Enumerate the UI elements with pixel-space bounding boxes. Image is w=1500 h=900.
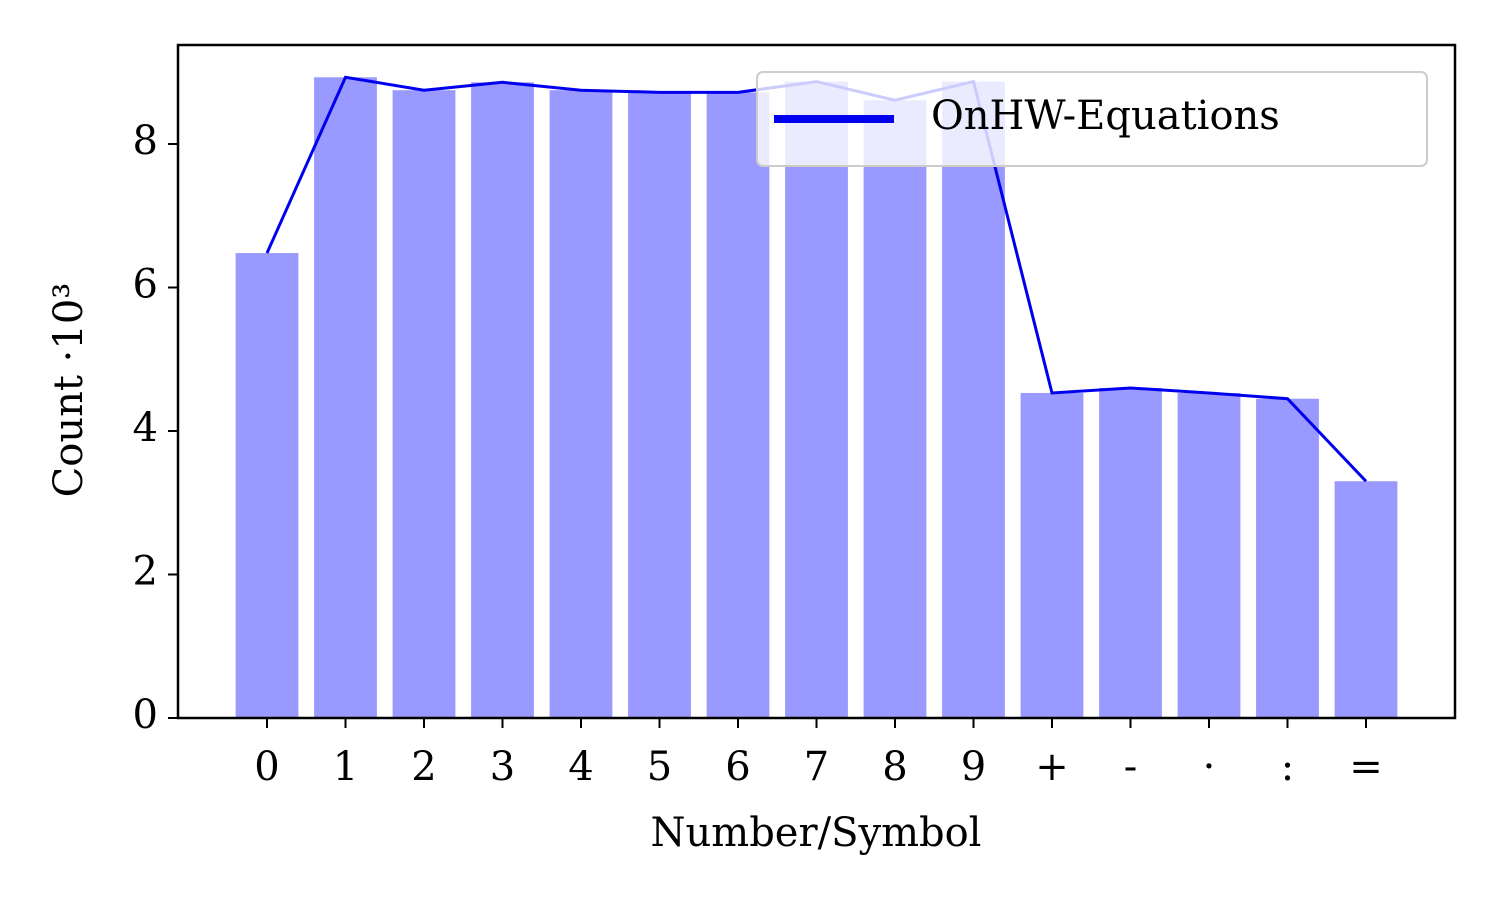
x-tick-label: - <box>1124 744 1138 790</box>
x-tick-label: 8 <box>882 744 907 790</box>
x-tick-label: · <box>1203 744 1216 790</box>
x-tick-label: 6 <box>725 744 750 790</box>
bar <box>392 90 456 719</box>
bar <box>314 77 377 718</box>
bar <box>1177 392 1241 718</box>
y-tick-label: 8 <box>133 118 158 164</box>
x-tick-label: 2 <box>411 744 436 790</box>
y-tick-label: 0 <box>133 692 158 738</box>
bar <box>863 100 927 718</box>
x-axis-label: Number/Symbol <box>651 810 982 856</box>
y-tick-label: 6 <box>133 262 158 308</box>
x-tick-label: 4 <box>568 744 593 790</box>
legend-label: OnHW-Equations <box>931 93 1280 139</box>
x-tick-label: = <box>1349 744 1383 790</box>
bar <box>1020 392 1084 718</box>
legend-box <box>756 71 1428 167</box>
y-axis-label: Count ·10³ <box>46 283 92 498</box>
x-tick-label: 1 <box>333 744 358 790</box>
x-tick-label: 9 <box>961 744 986 790</box>
bar <box>1256 398 1319 718</box>
bar <box>549 90 613 719</box>
bar <box>1099 387 1162 718</box>
plot-frame <box>176 43 1457 720</box>
x-tick-label: 3 <box>490 744 515 790</box>
x-tick-label: 0 <box>254 744 279 790</box>
bar <box>628 92 691 718</box>
y-tick-label: 4 <box>133 405 158 451</box>
bar <box>471 82 534 719</box>
bar <box>235 253 299 718</box>
x-tick-label: + <box>1035 744 1069 790</box>
x-tick-label: : <box>1281 744 1294 790</box>
bar <box>785 81 848 719</box>
x-tick-label: 7 <box>804 744 829 790</box>
bar <box>1334 481 1398 718</box>
y-tick-label: 2 <box>133 549 158 595</box>
x-tick-label: 5 <box>647 744 672 790</box>
bar <box>706 92 770 718</box>
bar <box>942 81 1005 719</box>
